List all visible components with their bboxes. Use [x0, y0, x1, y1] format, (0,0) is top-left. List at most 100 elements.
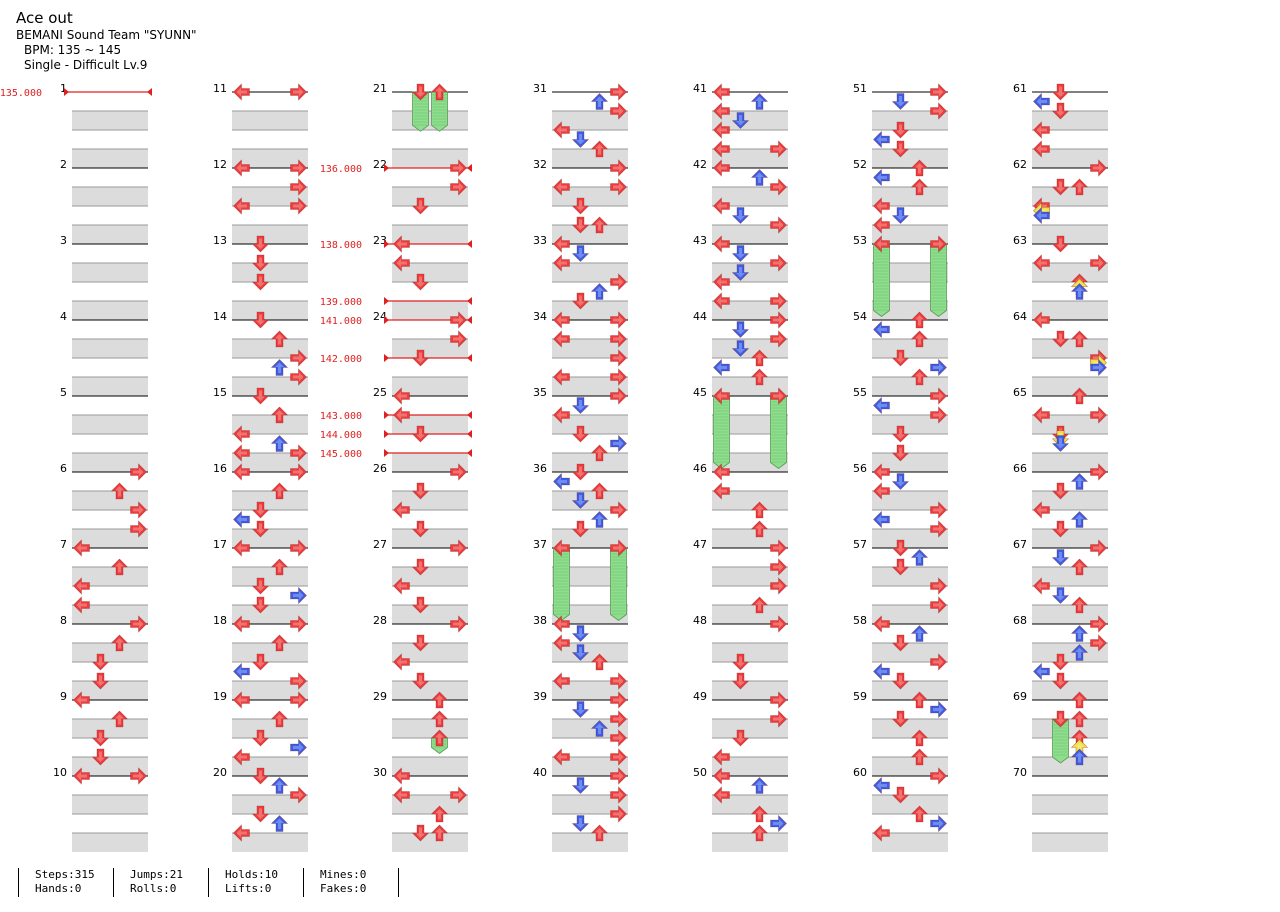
left-arrow-eighth: [873, 130, 890, 149]
stat-mines: Mines:0: [320, 868, 367, 881]
arrow-highlight: [576, 523, 585, 534]
bpm-change-start: [384, 297, 389, 305]
arrow-highlight: [716, 467, 727, 477]
measure-59: 59: [853, 690, 948, 776]
arrow-highlight: [275, 780, 284, 791]
arrow-shape: [91, 672, 110, 690]
measure-band: [712, 415, 788, 434]
arrow-highlight: [773, 220, 784, 230]
arrow-highlight: [293, 353, 304, 363]
measure-band: [72, 567, 148, 586]
down-arrow-quarter: [251, 767, 270, 785]
right-arrow-eighth: [290, 586, 307, 605]
measure-16: 16: [213, 462, 308, 548]
arrow-highlight: [293, 448, 304, 458]
arrow-highlight: [915, 552, 924, 563]
measure-number: 24: [373, 310, 387, 323]
hold-left: [873, 243, 890, 317]
right-arrow-quarter: [610, 748, 627, 766]
down-arrow-quarter: [731, 653, 750, 671]
up-arrow-eighth: [750, 169, 769, 186]
stat-holds: Holds:10: [225, 868, 278, 881]
right-arrow-quarter: [290, 444, 307, 462]
right-arrow-eighth: [930, 814, 947, 833]
arrow-shape: [610, 273, 627, 291]
measure-band: [1032, 339, 1108, 358]
arrow-shape: [270, 359, 289, 376]
arrow-highlight: [876, 619, 887, 629]
arrow-highlight: [236, 543, 247, 553]
bpm-change-start: [384, 449, 389, 457]
down-arrow-eighth: [571, 492, 590, 509]
down-arrow-quarter: [1051, 102, 1070, 120]
arrow-highlight: [773, 182, 784, 192]
down-arrow-quarter: [251, 235, 270, 253]
down-arrow-quarter: [411, 273, 430, 291]
arrow-shape: [553, 672, 570, 690]
arrow-shape: [910, 729, 929, 747]
arrow-shape: [393, 406, 410, 424]
arrow-shape: [430, 805, 449, 823]
measure-number: 34: [533, 310, 547, 323]
measure-band: [232, 719, 308, 738]
arrow-shape: [750, 349, 769, 367]
measure-number: 40: [533, 766, 547, 779]
measure-band: [392, 643, 468, 662]
arrow-highlight: [96, 675, 105, 686]
arrow-shape: [450, 330, 467, 348]
arrow-shape: [290, 159, 307, 177]
arrow-shape: [571, 777, 590, 794]
arrow-shape: [731, 245, 750, 262]
right-arrow-quarter: [770, 387, 787, 405]
left-arrow-eighth: [873, 168, 890, 187]
arrow-highlight: [736, 248, 745, 259]
arrow-highlight: [1075, 476, 1084, 487]
up-arrow-eighth: [270, 359, 289, 376]
right-arrow-quarter: [770, 691, 787, 709]
up-arrow-quarter: [1070, 710, 1089, 728]
up-arrow-quarter: [750, 805, 769, 823]
measure-number: 5: [60, 386, 67, 399]
down-arrow-quarter: [411, 197, 430, 215]
down-arrow-eighth: [1051, 549, 1070, 566]
arrow-shape: [930, 501, 947, 519]
arrow-highlight: [915, 695, 924, 706]
up-arrow-quarter: [750, 368, 769, 386]
arrow-highlight: [556, 334, 567, 344]
right-arrow-quarter: [130, 501, 147, 519]
arrow-shape: [1051, 83, 1070, 101]
up-arrow-quarter: [590, 216, 609, 234]
measure-band: [232, 415, 308, 434]
measure-band: [552, 567, 628, 586]
arrow-shape: [450, 539, 467, 557]
measure-band: [712, 263, 788, 282]
left-arrow-quarter: [713, 83, 730, 101]
bpm-change-start: [384, 164, 389, 172]
measure-band: [392, 757, 468, 776]
arrow-highlight: [736, 656, 745, 667]
arrow-shape: [233, 197, 250, 215]
up-arrow-quarter: [590, 482, 609, 500]
measure-number: 33: [533, 234, 547, 247]
arrow-shape: [1033, 577, 1050, 595]
left-arrow-quarter: [233, 197, 250, 215]
arrow-shape: [770, 330, 787, 348]
up-arrow-quarter: [1070, 178, 1089, 196]
arrow-shape: [750, 169, 769, 186]
measure-6: 6: [60, 462, 148, 548]
arrow-shape: [770, 254, 787, 272]
arrow-highlight: [1093, 619, 1104, 629]
left-arrow-quarter: [1033, 406, 1050, 424]
right-arrow-quarter: [610, 273, 627, 291]
arrow-shape: [731, 729, 750, 747]
arrow-highlight: [96, 751, 105, 762]
down-arrow-eighth: [571, 397, 590, 414]
stats-steps-hands: Steps:315 Hands:0: [18, 868, 95, 897]
arrow-highlight: [1036, 125, 1047, 135]
measure-band: [552, 453, 628, 472]
arrow-highlight: [613, 277, 624, 287]
arrow-shape: [130, 767, 147, 785]
arrow-highlight: [576, 428, 585, 439]
right-arrow-quarter: [930, 767, 947, 785]
measure-band: [552, 643, 628, 662]
